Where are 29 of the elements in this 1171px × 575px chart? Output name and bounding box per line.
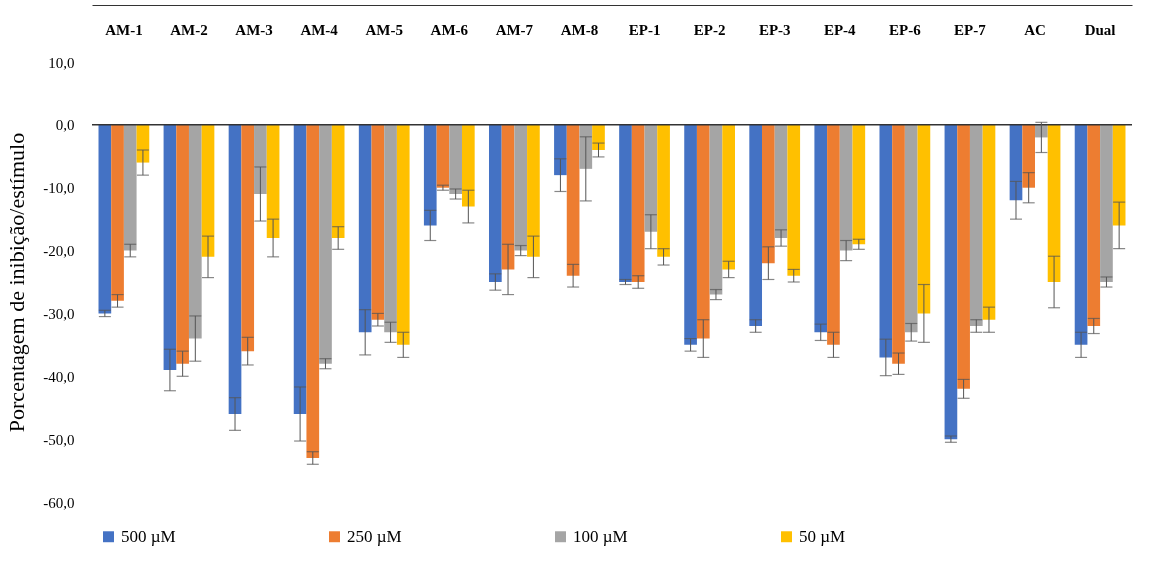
x-tick-label: AM-4 <box>300 21 339 38</box>
legend-label: 100 µM <box>573 526 628 546</box>
y-tick-label: -10,0 <box>43 180 75 197</box>
y-tick-label: -50,0 <box>43 431 75 448</box>
y-tick-label: 0,0 <box>55 117 75 134</box>
legend-label: 250 µM <box>347 526 402 546</box>
y-tick-label: -60,0 <box>43 494 75 511</box>
x-tick-label: AM-6 <box>430 21 469 38</box>
y-tick-label: 10,0 <box>48 54 75 71</box>
y-axis-title: Porcentagem de inibição/estímulo <box>4 132 30 433</box>
x-tick-label: EP-7 <box>954 21 987 38</box>
x-tick-label: AM-2 <box>170 21 208 38</box>
x-tick-label: EP-6 <box>889 21 922 38</box>
y-tick-label: -40,0 <box>43 368 75 385</box>
x-tick-label: EP-2 <box>693 21 726 38</box>
x-tick-label: AM-5 <box>365 21 403 38</box>
x-tick-label: EP-1 <box>628 21 661 38</box>
legend-label: 50 µM <box>799 526 846 546</box>
x-tick-label: EP-3 <box>758 21 791 38</box>
y-tick-label: -20,0 <box>43 243 75 260</box>
x-tick-label: AM-1 <box>105 21 143 38</box>
legend-label: 500 µM <box>121 526 176 546</box>
x-tick-label: AM-7 <box>495 21 534 38</box>
y-tick-label: -30,0 <box>43 305 75 322</box>
x-tick-label: AC <box>1024 21 1046 38</box>
x-tick-label: AM-8 <box>560 21 599 38</box>
x-tick-label: AM-3 <box>235 21 273 38</box>
x-tick-label: EP-4 <box>823 21 857 38</box>
x-tick-label: Dual <box>1084 21 1116 38</box>
